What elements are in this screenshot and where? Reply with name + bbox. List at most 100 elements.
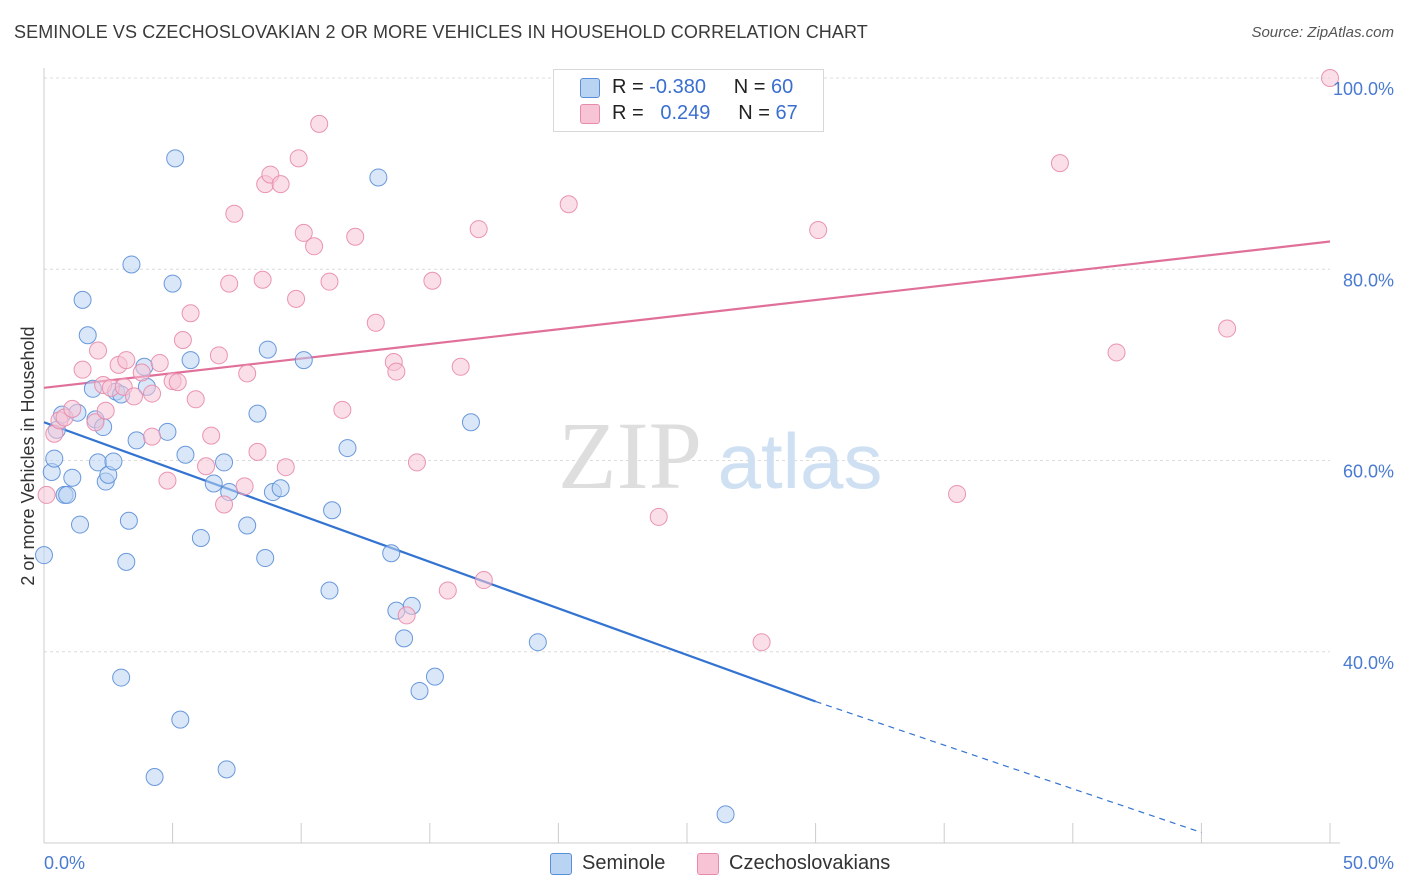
legend-n-value-czechoslovakians: 67 [775,102,798,124]
seminole-point [35,546,53,565]
watermark-zip: ZIP [558,402,702,509]
czechoslovakians-point [559,195,578,214]
czechoslovakians-point [86,413,105,432]
czechoslovakians-legend-swatch [697,853,719,875]
seminole-point [323,501,342,520]
seminole-point [71,515,90,534]
czechoslovakians-point [235,477,254,496]
seminole-point [256,549,275,568]
seminole-point [163,274,182,293]
source-label: Source: ZipAtlas.com [1251,24,1394,41]
seminole-point [112,668,131,687]
legend-r-label: R = [612,76,644,98]
czechoslovakians-point [225,204,244,223]
czechoslovakians-point [197,457,216,476]
seminole-point [271,479,290,498]
czechoslovakians-point [1107,343,1126,362]
y-tick-label-80: 80.0% [1343,270,1394,290]
seminole-point [176,445,195,464]
czechoslovakians-point [948,484,967,503]
czechoslovakians-point [276,458,295,477]
czechoslovakians-point [220,274,239,293]
seminole-point [204,474,223,493]
seminole-point [528,633,547,652]
czechoslovakians-point [202,426,221,445]
czechoslovakians-point [474,571,493,590]
seminole-point [461,413,480,432]
czechoslovakians-point [387,362,406,381]
czechoslovakians-point [438,581,457,600]
czechoslovakians-point [287,289,306,308]
czechoslovakians-point [253,270,272,289]
x-tick-label-50: 50.0% [1343,853,1394,873]
seminole-point [215,453,234,472]
seminole-point [258,340,277,359]
data-points [35,69,1339,824]
czechoslovakians-point [333,400,352,419]
czechoslovakians-point [125,387,144,406]
czechoslovakians-point [132,363,151,382]
czechoslovakians-point [366,313,385,332]
legend-n-value-seminole: 60 [771,76,794,98]
czechoslovakians-point [143,427,162,446]
seminole-point [238,516,257,535]
seminole-point [63,468,82,487]
czechoslovakians-point [451,357,470,376]
seminole-point [181,351,200,370]
czechoslovakians-point [1050,154,1069,173]
seminole-point [716,805,735,824]
czechoslovakians-point [117,351,136,370]
seminole-point [294,351,313,370]
czechoslovakians-point [1321,69,1339,87]
seminole-point [382,544,401,563]
tick-labels: 0.0% 50.0% 40.0% 60.0% 80.0% 100.0% [44,79,1394,873]
czechoslovakians-point [173,331,192,350]
czechoslovakians-trend-line [43,240,1331,389]
czechoslovakians-point [271,175,290,194]
y-tick-label-40: 40.0% [1343,653,1394,673]
seminole-point [410,681,429,700]
czechoslovakians-point [238,364,257,383]
x-tick-label-0: 0.0% [44,853,85,873]
y-axis-label: 2 or more Vehicles in Household [18,326,38,585]
czechoslovakians-point [63,399,82,418]
axes [43,68,1340,844]
watermark: ZIP atlas [558,402,882,509]
czechoslovakians-point [310,114,329,133]
czechoslovakians-legend-label: Czechoslovakians [729,852,891,874]
czechoslovakians-point [168,373,187,392]
seminole-point [166,149,185,168]
seminole-point [145,768,164,787]
czechoslovakians-point [649,507,668,526]
seminole-point [425,667,444,686]
czechoslovakians-point [809,221,828,240]
czechoslovakians-point [181,304,200,323]
seminole-trend-extension [815,700,1202,834]
czechoslovakians-point [37,485,56,504]
czechoslovakians-point [305,237,324,256]
czechoslovakians-swatch [580,104,600,124]
seminole-point [191,528,210,547]
czechoslovakians-point [215,495,234,514]
czechoslovakians-point [320,272,339,291]
legend-n-label: N = [733,76,766,98]
seminole-point [117,552,136,571]
seminole-point [158,422,177,441]
czechoslovakians-point [150,353,169,372]
czechoslovakians-point [248,442,267,461]
watermark-atlas: atlas [718,417,883,505]
czechoslovakians-point [294,223,313,242]
trend-lines [43,240,1331,834]
seminole-point [104,452,123,471]
seminole-point [171,710,190,729]
czechoslovakians-point [186,390,205,409]
seminole-point [127,431,146,450]
seminole-point [338,439,357,458]
seminole-point [320,581,339,600]
legend-r-value-czechoslovakians: 0.249 [660,102,711,124]
czechoslovakians-point [397,606,416,625]
seminole-point [45,449,64,468]
czechoslovakians-point [469,220,488,239]
czechoslovakians-point [423,271,442,290]
seminole-point [119,511,138,530]
